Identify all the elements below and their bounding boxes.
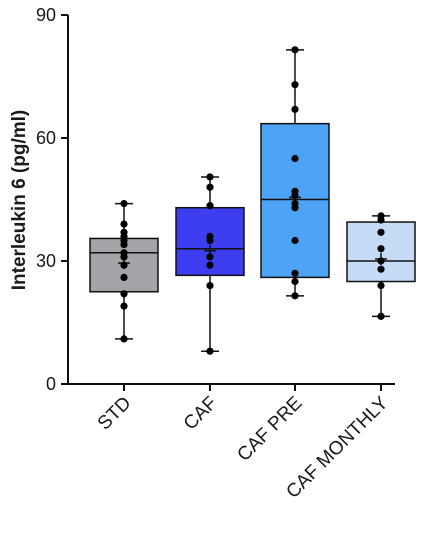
x-category-label: STD xyxy=(94,393,136,435)
data-point xyxy=(291,81,299,89)
data-point xyxy=(120,335,128,343)
data-point xyxy=(377,245,385,253)
data-point xyxy=(377,265,385,273)
data-point xyxy=(206,261,214,269)
data-point xyxy=(291,236,299,245)
data-point xyxy=(206,173,214,181)
data-point xyxy=(291,154,299,163)
data-point xyxy=(291,46,299,54)
data-point xyxy=(377,282,385,290)
data-point xyxy=(120,253,128,261)
data-point xyxy=(291,292,299,300)
data-point xyxy=(206,253,214,261)
box-group xyxy=(346,212,416,320)
data-point xyxy=(120,241,128,249)
data-point xyxy=(206,202,214,210)
data-point xyxy=(120,261,128,269)
data-point xyxy=(120,290,128,298)
data-point xyxy=(377,257,385,265)
y-tick-label: 0 xyxy=(46,374,56,394)
y-tick-label: 30 xyxy=(36,251,56,271)
data-point xyxy=(206,347,214,355)
box-group xyxy=(260,46,330,300)
box-group xyxy=(89,200,159,343)
boxes xyxy=(89,46,416,355)
x-category-label: CAF xyxy=(180,393,222,435)
data-point xyxy=(377,312,385,320)
data-point xyxy=(120,302,128,310)
data-point xyxy=(291,105,299,113)
data-point xyxy=(377,228,385,236)
y-tick-label: 60 xyxy=(36,128,56,148)
data-point xyxy=(291,277,299,286)
data-point xyxy=(120,220,128,228)
data-point xyxy=(206,282,214,290)
y-axis-title: Interleukin 6 (pg/ml) xyxy=(9,110,30,291)
data-point xyxy=(291,191,299,199)
data-point xyxy=(120,273,128,281)
data-point xyxy=(206,183,214,191)
y-tick-label: 90 xyxy=(36,5,56,25)
axes: Interleukin 6 (pg/ml) xyxy=(9,15,395,385)
box-group xyxy=(175,173,245,355)
data-point xyxy=(377,216,385,224)
data-point xyxy=(206,236,214,245)
data-point xyxy=(291,204,299,212)
y-ticks: 0 30 60 90 xyxy=(36,5,68,394)
data-point xyxy=(291,269,299,277)
x-category-label: CAF PRE xyxy=(233,393,306,466)
data-point xyxy=(120,200,128,208)
